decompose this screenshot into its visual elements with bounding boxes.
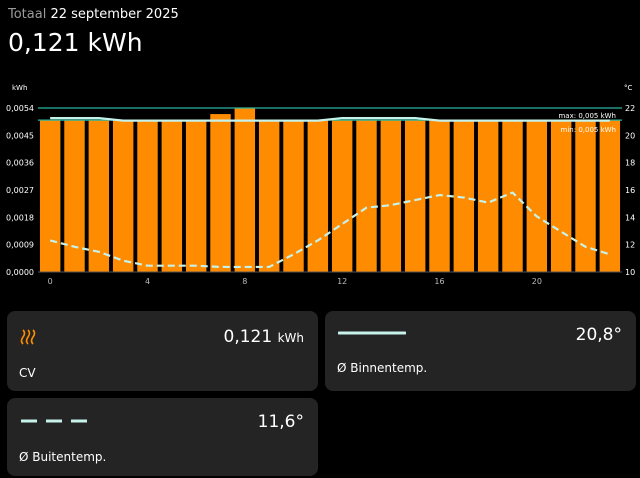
y-left-tick-label: 0,0027 xyxy=(6,186,34,195)
y-left-tick-label: 0,0054 xyxy=(6,104,34,113)
left-axis-unit: kWh xyxy=(12,84,27,92)
outdoor-temp-line xyxy=(49,191,611,269)
energy-bar xyxy=(477,120,499,272)
y-right-tick-label: 16 xyxy=(625,186,635,195)
date-label: 22 september 2025 xyxy=(50,7,179,22)
max-annotation: max: 0,005 kWh xyxy=(558,112,616,120)
x-tick-label: 4 xyxy=(145,277,150,286)
outdoor-temp-label: Ø Buitentemp. xyxy=(19,450,107,464)
energy-bar xyxy=(502,120,523,272)
right-axis-unit: °C xyxy=(624,84,633,92)
y-right-tick-label: 20 xyxy=(625,131,635,140)
energy-bar xyxy=(137,120,158,272)
energy-bar xyxy=(258,120,280,272)
indoor-temp-label: Ø Binnentemp. xyxy=(337,361,428,375)
total-energy-value: 0,121 kWh xyxy=(8,28,143,57)
energy-bar xyxy=(64,120,85,272)
energy-bar xyxy=(88,120,110,272)
header-date: Totaal 22 september 2025 xyxy=(8,7,179,22)
y-left-tick-label: 0,0009 xyxy=(6,241,34,250)
indoor-temp-card[interactable]: 20,8° Ø Binnentemp. xyxy=(325,311,636,391)
x-tick-label: 20 xyxy=(532,277,542,286)
energy-bar xyxy=(307,120,329,272)
y-right-tick-label: 12 xyxy=(625,241,635,250)
energy-chart[interactable]: kWh °C 0,0054 0,0045 0,0036 0,0027 0,0018 0,000… xyxy=(0,80,640,290)
x-tick-label: 8 xyxy=(242,277,247,286)
y-right-tick-label: 10 xyxy=(625,268,635,277)
y-right-tick-label: 22 xyxy=(625,104,635,113)
energy-bar xyxy=(550,120,572,272)
outdoor-temp-card[interactable]: 11,6° Ø Buitentemp. xyxy=(7,398,318,476)
x-tick-label: 16 xyxy=(434,277,444,286)
cv-card[interactable]: 0,121 kWh CV xyxy=(7,311,318,391)
y-left-tick-label: 0,0045 xyxy=(6,131,34,140)
cv-label: CV xyxy=(19,366,36,380)
indoor-temp-value: 20,8° xyxy=(575,325,622,345)
cv-value-unit: kWh xyxy=(277,331,304,345)
dashed-line-legend-icon xyxy=(21,419,91,423)
y-left-tick-label: 0,0000 xyxy=(6,268,34,277)
energy-bar xyxy=(404,120,426,272)
solid-line-legend-icon xyxy=(338,331,406,335)
x-tick-label: 12 xyxy=(337,277,347,286)
energy-bar xyxy=(599,120,621,272)
energy-bar xyxy=(39,120,61,272)
energy-bar xyxy=(185,120,207,272)
outdoor-temp-value: 11,6° xyxy=(257,412,304,432)
energy-bar xyxy=(526,120,548,272)
y-right-tick-label: 18 xyxy=(625,159,635,168)
energy-bar xyxy=(210,114,231,273)
total-label: Totaal xyxy=(8,7,47,22)
indoor-temp-line xyxy=(50,116,610,122)
energy-bar xyxy=(112,120,134,272)
energy-bar xyxy=(380,120,402,272)
energy-bar xyxy=(331,120,353,272)
y-left-tick-label: 0,0036 xyxy=(6,159,34,168)
cv-value-number: 0,121 xyxy=(223,327,273,347)
energy-bar xyxy=(234,108,256,272)
energy-bar xyxy=(356,120,377,272)
heating-icon xyxy=(20,329,36,345)
min-annotation: min: 0,005 kWh xyxy=(561,126,616,134)
energy-bar xyxy=(283,120,304,272)
y-right-tick-label: 14 xyxy=(625,213,635,222)
energy-bar xyxy=(453,120,475,272)
y-left-tick-label: 0,0018 xyxy=(6,213,34,222)
energy-bar xyxy=(575,120,596,272)
x-tick-label: 0 xyxy=(48,277,53,286)
cv-value: 0,121 kWh xyxy=(224,327,305,347)
energy-bar xyxy=(161,120,183,272)
